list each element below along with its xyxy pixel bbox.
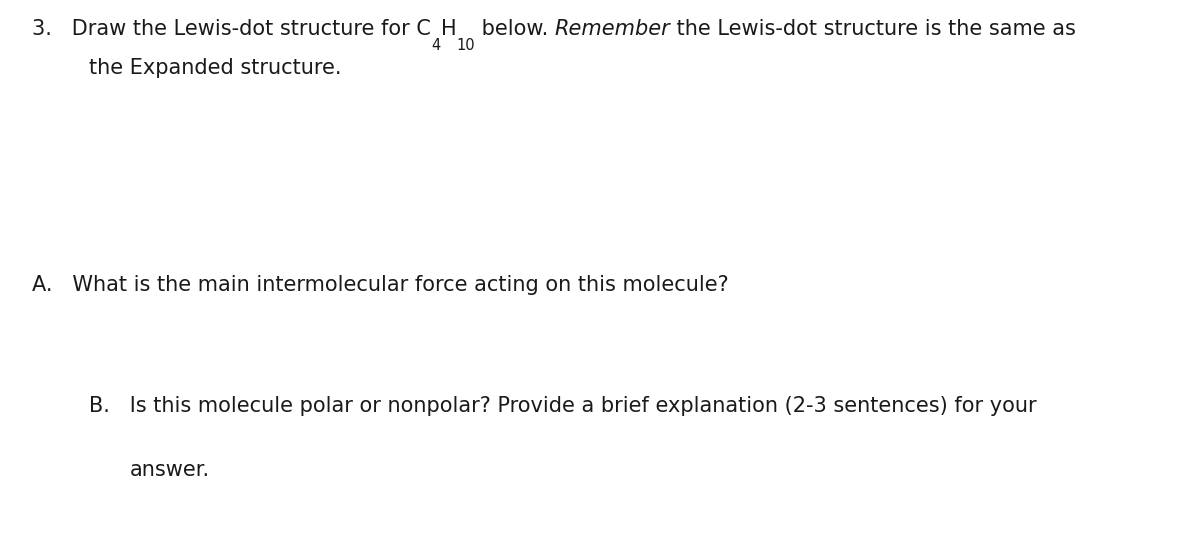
Text: answer.: answer. [130, 460, 210, 480]
Text: B.   Is this molecule polar or nonpolar? Provide a brief explanation (2-3 senten: B. Is this molecule polar or nonpolar? P… [89, 395, 1037, 415]
Text: Remember: Remember [554, 19, 671, 39]
Text: the Expanded structure.: the Expanded structure. [89, 58, 341, 78]
Text: below.: below. [475, 19, 554, 39]
Text: 4: 4 [431, 38, 440, 53]
Text: A.   What is the main intermolecular force acting on this molecule?: A. What is the main intermolecular force… [32, 274, 730, 294]
Text: 3.   Draw the Lewis-dot structure for C: 3. Draw the Lewis-dot structure for C [32, 19, 431, 39]
Text: H: H [440, 19, 456, 39]
Text: 10: 10 [456, 38, 475, 53]
Text: the Lewis-dot structure is the same as: the Lewis-dot structure is the same as [671, 19, 1076, 39]
